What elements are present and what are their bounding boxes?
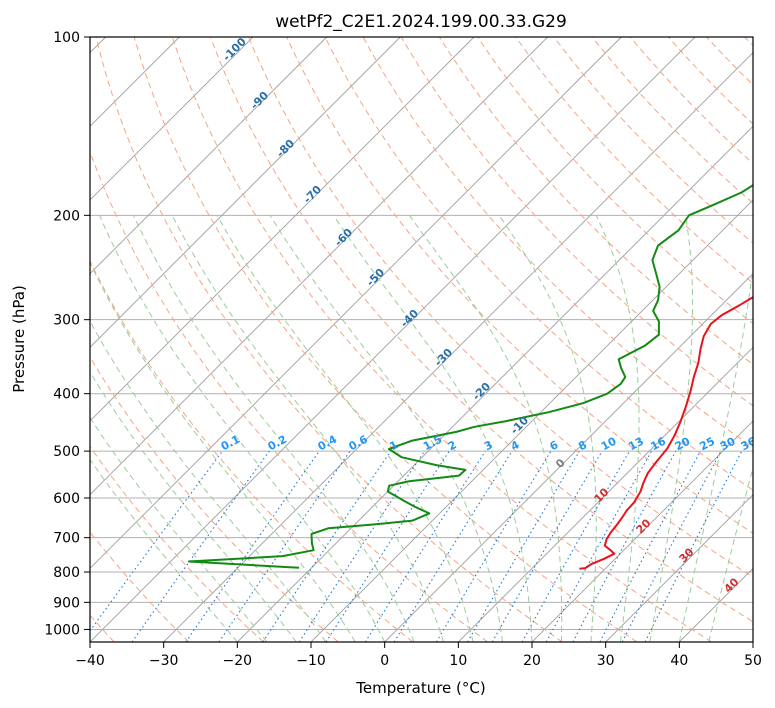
y-tick-label: 300 xyxy=(53,313,80,329)
y-tick-label: 600 xyxy=(53,491,80,507)
x-tick-label: 50 xyxy=(744,653,762,669)
moist-adiabat xyxy=(408,215,563,642)
mixing-ratio-line xyxy=(364,450,486,642)
mixing-ratio-line xyxy=(393,450,513,642)
moist-adiabat xyxy=(90,416,268,642)
mixing-ratio-label: 25 xyxy=(697,435,717,454)
moist-adiabat xyxy=(90,370,297,642)
moist-adiabat xyxy=(99,215,386,642)
x-tick-label: 10 xyxy=(449,653,467,669)
dry-adiabat xyxy=(324,37,753,491)
skewed-isotherm xyxy=(163,52,753,642)
grid-layer xyxy=(90,37,753,630)
moist-adiabats xyxy=(90,215,753,642)
dry-adiabat xyxy=(515,37,753,284)
moist-adiabat xyxy=(269,215,503,642)
skewed-isotherm xyxy=(384,273,753,642)
skewed-isotherm xyxy=(605,494,753,642)
mixing-ratio-label: 36 xyxy=(739,434,759,453)
x-tick-label: 20 xyxy=(523,653,541,669)
mixing-ratio-label: 10 xyxy=(599,434,619,453)
moist-adiabat xyxy=(595,215,640,642)
x-tick-label: 40 xyxy=(670,653,688,669)
moist-adiabat xyxy=(649,215,694,642)
moist-adiabat xyxy=(216,215,474,642)
mixing-ratio-line xyxy=(325,450,450,642)
skewed-isotherm xyxy=(458,346,753,642)
skewed-isotherms xyxy=(90,37,753,642)
x-tick-label: −10 xyxy=(296,653,326,669)
mixing-ratio-label: 13 xyxy=(626,435,646,454)
x-tick-label: 30 xyxy=(597,653,615,669)
y-axis-title: Pressure (hPa) xyxy=(10,285,28,393)
skewed-isotherm xyxy=(90,37,622,569)
y-tick-label: 700 xyxy=(53,531,80,547)
dry-adiabat xyxy=(210,37,753,623)
temperature-profile-line xyxy=(579,295,753,570)
skewed-isotherm xyxy=(237,125,753,642)
mixing-ratio-label: 30 xyxy=(718,435,738,454)
dry-adiabat xyxy=(90,445,264,642)
skewed-isotherm xyxy=(90,37,401,348)
mixing-ratio-label: 20 xyxy=(673,434,693,453)
x-tick-label: 0 xyxy=(380,653,389,669)
skewed-isotherm xyxy=(90,37,548,496)
mixing-ratio-line xyxy=(262,450,392,642)
moist-adiabat xyxy=(90,458,238,642)
dry-adiabat xyxy=(95,37,563,642)
dewpoint-profile-line xyxy=(187,184,753,569)
moist-adiabat xyxy=(678,264,753,642)
mixing-ratio-line xyxy=(599,450,701,642)
dry-adiabat xyxy=(248,37,753,578)
moist-adiabat xyxy=(90,261,356,642)
chart-title: wetPf2_C2E1.2024.199.00.33.G29 xyxy=(275,12,567,32)
moist-adiabat xyxy=(498,215,597,642)
dry-adiabat xyxy=(286,37,753,534)
moist-adiabat xyxy=(133,215,415,642)
y-tick-label: 1000 xyxy=(44,622,80,638)
dry-adiabat xyxy=(171,37,712,642)
x-tick-label: −40 xyxy=(75,653,105,669)
y-tick-label: 900 xyxy=(53,595,80,611)
axes: −40 −30 −20 −10 0 10 20 30 40 50 100 200 300 400 500 60… xyxy=(44,30,762,669)
moist-adiabat xyxy=(90,320,327,642)
y-tick-label: 400 xyxy=(53,387,80,403)
skewed-isotherm xyxy=(90,37,327,275)
moist-adiabat xyxy=(171,215,445,642)
y-tick-label: 800 xyxy=(53,565,80,581)
y-tick-label: 500 xyxy=(53,444,80,460)
mixing-ratio-line xyxy=(467,450,580,642)
y-tick-label: 200 xyxy=(53,208,80,224)
mixing-ratio-line xyxy=(435,450,552,642)
skewed-isotherm xyxy=(90,37,696,642)
mixing-ratio-label: 16 xyxy=(648,434,668,453)
moist-adiabat xyxy=(332,215,533,642)
skewed-isotherm xyxy=(90,37,475,422)
plot-area: 0.1 0.2 0.4 0.6 1 1.5 2 3 4 6 8 10 13 16 20 25 30 36-100-… xyxy=(90,37,759,642)
skewed-isotherm xyxy=(90,37,254,201)
skewed-isotherm xyxy=(531,420,753,642)
dry-adiabat xyxy=(133,37,638,642)
dry-adiabat xyxy=(90,259,414,642)
y-tick-label: 100 xyxy=(53,30,80,46)
sounding-series xyxy=(187,184,753,570)
mixing-ratio-line xyxy=(218,450,351,642)
x-tick-label: −20 xyxy=(223,653,253,669)
plot-frame xyxy=(89,36,754,643)
mixing-ratio-line xyxy=(572,450,677,642)
mixing-ratio-line xyxy=(298,450,425,642)
x-tick-label: −30 xyxy=(149,653,179,669)
x-axis-title: Temperature (°C) xyxy=(355,679,485,697)
